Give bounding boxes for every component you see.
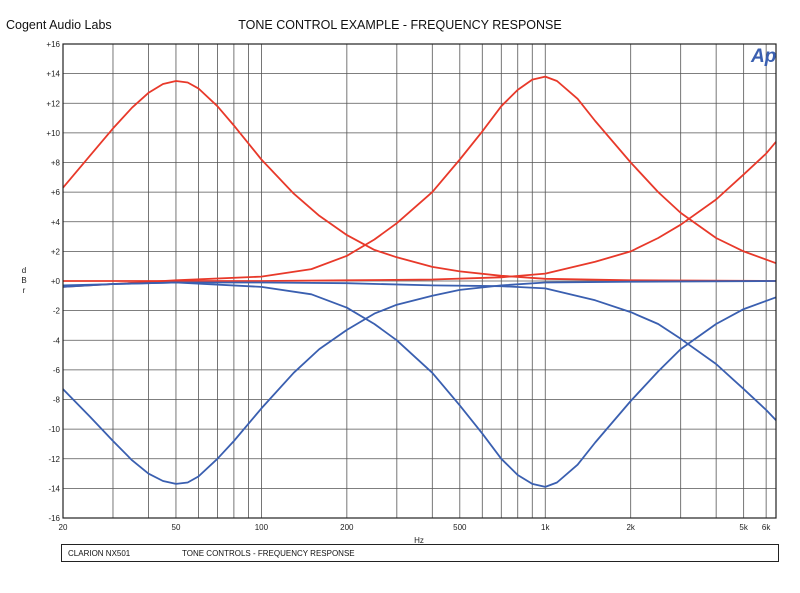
chart-title: TONE CONTROL EXAMPLE - FREQUENCY RESPONS… [238,18,562,32]
x-tick-label: 200 [340,523,354,532]
response-curves [62,75,777,488]
footer-bar: CLARION NX501 TONE CONTROLS - FREQUENCY … [61,544,779,562]
y-tick-label: -2 [53,307,61,316]
x-tick-label: 1k [541,523,550,532]
response-curve-4 [62,280,777,485]
x-tick-label: 50 [172,523,181,532]
response-curve-5 [62,281,777,488]
y-tick-label: +6 [51,188,61,197]
y-tick-label: -4 [53,336,61,345]
y-tick-label: +10 [46,129,60,138]
x-axis-label: Hz [414,536,424,545]
y-tick-label: -8 [53,396,61,405]
y-tick-label: -6 [53,366,61,375]
y-tick-label: -16 [48,514,60,523]
y-tick-label: +16 [46,40,60,49]
y-tick-label: +0 [51,277,61,286]
y-tick-label: +8 [51,159,61,168]
y-tick-label: -14 [48,484,60,493]
x-tick-label: 20 [59,523,68,532]
y-tick-label: -10 [48,425,60,434]
y-axis-label-r: r [23,286,26,295]
y-tick-label: +12 [46,99,60,108]
y-tick-label: +2 [51,247,61,256]
footer-device-name: CLARION NX501 [68,549,131,558]
y-tick-label: +4 [51,218,61,227]
response-curve-6 [62,281,777,421]
x-tick-label: 100 [255,523,269,532]
x-tick-label: 6k [762,523,771,532]
y-tick-label: -12 [48,455,60,464]
plot-frame [62,43,777,519]
response-curve-1 [62,80,777,282]
x-tick-label: 5k [739,523,748,532]
tick-labels: +16 +14 +12 +10 +8 +6 +4 +2 +0 -2 -4 -6 -8 -10 -12 -14 -… [46,40,771,532]
response-curve-3 [63,141,777,282]
y-axis-label-d: d [22,266,26,275]
footer-description: TONE CONTROLS - FREQUENCY RESPONSE [182,549,355,558]
y-tick-label: +14 [46,70,60,79]
response-curve-2 [62,75,777,288]
company-name: Cogent Audio Labs [6,18,112,32]
y-axis-label-b: B [21,276,26,285]
ap-logo: Ap [750,46,776,67]
x-tick-label: 500 [453,523,467,532]
x-tick-label: 2k [626,523,635,532]
